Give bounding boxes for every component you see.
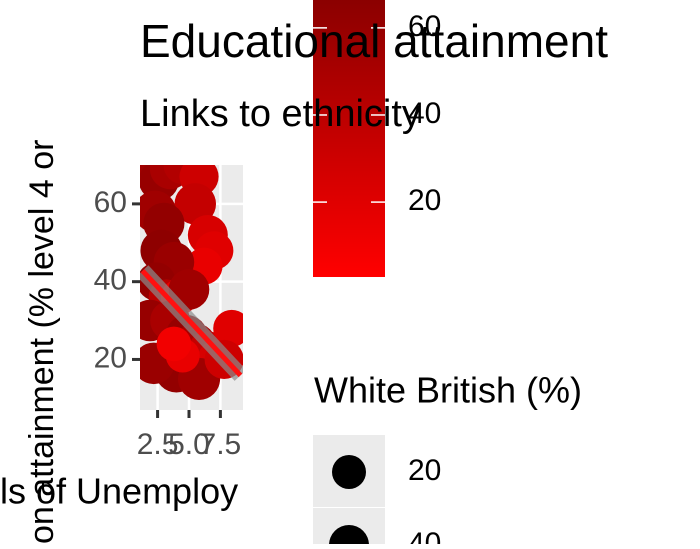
- colorbar-label: 60: [408, 10, 441, 43]
- point: [213, 309, 243, 347]
- colorbar-label: 40: [408, 97, 441, 130]
- x-tick-label: 2.5: [137, 428, 179, 461]
- chart-title: Educational attainment: [140, 15, 608, 67]
- trend-line: [140, 269, 243, 378]
- point: [174, 183, 217, 225]
- y-tick-label: 60: [94, 186, 127, 219]
- y-tick-label: 40: [94, 264, 127, 297]
- legend-symbol: [332, 455, 366, 489]
- x-tick-label: 7.5: [200, 428, 242, 461]
- legend-label: 40: [408, 527, 441, 544]
- colorbar: [313, 0, 385, 277]
- legend-title: White British (%): [314, 370, 582, 411]
- y-tick-label: 20: [94, 341, 127, 374]
- legend-symbol: [329, 525, 369, 549]
- x-axis-label: ls of Unemploy: [0, 471, 238, 512]
- legend-label: 20: [408, 454, 441, 487]
- colorbar-label: 20: [408, 184, 441, 217]
- chart-subtitle: Links to ethnicity: [140, 93, 421, 135]
- y-axis-label: on attainment (% level 4 or: [23, 140, 61, 544]
- x-tick-label: 5.0: [168, 428, 210, 461]
- point: [156, 326, 192, 362]
